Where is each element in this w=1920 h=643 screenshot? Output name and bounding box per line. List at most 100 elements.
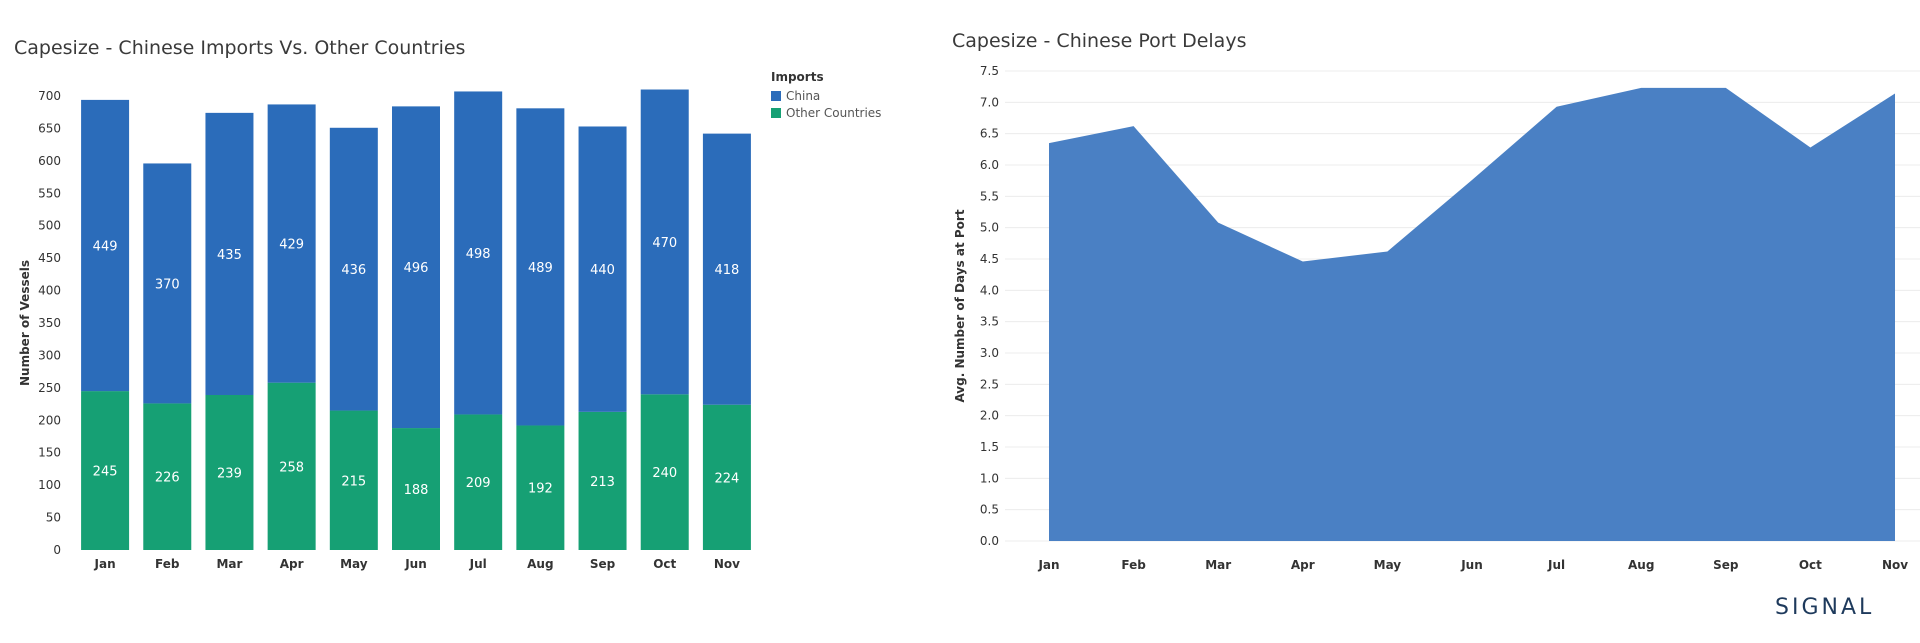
bar-china	[81, 99, 130, 392]
y-tick-label: 150	[38, 446, 61, 460]
port-delays-area-chart: 0.0 0.5 1.0 1.5 2.0 2.5 3.0 3.5 4.0 4.5 5.0 5.5 6.0 6…	[953, 64, 1920, 572]
x-tick-label: Jul	[1547, 558, 1565, 572]
y-tick-label: 3.0	[980, 346, 999, 360]
bar-data-label: 258	[279, 460, 304, 475]
imports-bar-chart: 0 50 100 150 200 250 300 350 400 450 500 550 600 650 7…	[18, 89, 751, 571]
bar-china	[143, 163, 192, 404]
legend: Imports China Other Countries	[771, 70, 881, 121]
x-tick-label: Mar	[216, 557, 242, 571]
chart-title: Capesize - Chinese Imports Vs. Other Cou…	[14, 37, 466, 59]
y-tick-label: 250	[38, 381, 61, 395]
x-tick-label: Jul	[469, 557, 487, 571]
bar-data-label: 449	[93, 239, 118, 254]
y-tick-label: 350	[38, 316, 61, 330]
bar-china	[392, 106, 440, 429]
bar-data-label: 226	[155, 471, 180, 486]
y-tick-label: 50	[46, 511, 61, 525]
y-tick-label: 100	[38, 478, 61, 492]
legend-swatch-other-countries	[771, 107, 781, 118]
bar-data-label: 245	[93, 465, 118, 480]
bar-other-countries	[454, 414, 503, 550]
bar-data-label: 498	[466, 247, 491, 262]
bar-data-label: 209	[466, 476, 491, 491]
bar-china	[267, 104, 316, 383]
legend-item-other-countries[interactable]: Other Countries	[771, 104, 881, 121]
bar-data-label: 496	[404, 261, 429, 276]
bar-data-label: 440	[590, 263, 615, 278]
bar-other-countries	[640, 394, 689, 550]
x-tick-label: Oct	[653, 557, 676, 571]
x-tick-label: Mar	[1205, 558, 1231, 572]
y-tick-label: 700	[38, 89, 61, 103]
y-tick-label: 400	[38, 284, 61, 298]
bar-other-countries	[702, 404, 751, 550]
x-tick-label: Jun	[404, 557, 427, 571]
area-series	[1049, 87, 1895, 542]
bar-china	[578, 126, 627, 412]
x-tick-label: May	[340, 557, 368, 571]
y-tick-label: 450	[38, 251, 61, 265]
imports-chart-panel: Capesize - Chinese Imports Vs. Other Cou…	[0, 0, 940, 643]
signal-logo: SIGNAL	[1775, 595, 1875, 620]
bar-data-label: 436	[341, 263, 366, 278]
x-tick-label: Apr	[1291, 558, 1315, 572]
bar-data-label: 188	[404, 483, 429, 498]
bar-other-countries	[329, 410, 378, 550]
bar-data-label: 435	[217, 248, 242, 263]
bar-china	[205, 112, 254, 395]
y-tick-label: 1.5	[980, 440, 999, 454]
x-tick-label: May	[1374, 558, 1402, 572]
bar-data-label: 370	[155, 277, 180, 292]
y-tick-label: 600	[38, 154, 61, 168]
y-tick-label: 4.0	[980, 283, 999, 297]
x-tick-label: Jan	[94, 557, 116, 571]
chart-title: Capesize - Chinese Port Delays	[952, 30, 1247, 52]
y-tick-label: 7.0	[980, 95, 999, 109]
y-tick-label: 5.0	[980, 221, 999, 235]
x-tick-label: Jun	[1460, 558, 1483, 572]
y-tick-label: 300	[38, 348, 61, 362]
x-tick-label: Nov	[714, 557, 740, 571]
x-tick-label: Oct	[1799, 558, 1822, 572]
y-tick-label: 1.0	[980, 471, 999, 485]
legend-label: China	[786, 88, 821, 103]
x-tick-label: Aug	[527, 557, 553, 571]
y-tick-label: 0.5	[980, 503, 999, 517]
y-tick-label: 650	[38, 121, 61, 135]
y-tick-label: 5.5	[980, 189, 999, 203]
legend-swatch-china	[771, 90, 781, 101]
y-tick-label: 6.0	[980, 158, 999, 172]
bar-china	[516, 108, 565, 426]
bar-data-label: 215	[341, 474, 366, 489]
bar-data-label: 489	[528, 261, 553, 276]
x-tick-label: Feb	[155, 557, 180, 571]
bar-china	[640, 89, 689, 395]
bar-china	[329, 127, 378, 411]
bar-other-countries	[392, 428, 440, 550]
x-tick-label: Aug	[1628, 558, 1654, 572]
bar-china	[702, 133, 751, 405]
bar-data-label: 224	[714, 471, 739, 486]
bar-data-label: 470	[652, 236, 677, 251]
bar-other-countries	[205, 394, 254, 550]
y-tick-label: 550	[38, 186, 61, 200]
port-delays-chart-panel: Capesize - Chinese Port Delays 0.0 0.5 1.0…	[940, 0, 1920, 643]
legend-label: Other Countries	[786, 105, 882, 120]
y-axis-label: Number of Vessels	[18, 260, 32, 386]
y-tick-label: 2.5	[980, 377, 999, 391]
bar-data-label: 418	[714, 263, 739, 278]
bar-other-countries	[578, 411, 627, 550]
x-tick-label: Apr	[280, 557, 304, 571]
x-tick-label: Jan	[1037, 558, 1059, 572]
legend-title: Imports	[771, 70, 824, 84]
y-tick-label: 4.5	[980, 252, 999, 266]
bar-china	[454, 91, 503, 415]
y-tick-label: 0	[53, 543, 61, 557]
y-tick-label: 500	[38, 219, 61, 233]
bar-other-countries	[81, 391, 130, 550]
y-tick-label: 7.5	[980, 64, 999, 78]
legend-item-china[interactable]: China	[771, 87, 881, 104]
bar-data-label: 429	[279, 238, 304, 253]
x-tick-label: Nov	[1882, 558, 1908, 572]
bar-data-label: 213	[590, 475, 615, 490]
